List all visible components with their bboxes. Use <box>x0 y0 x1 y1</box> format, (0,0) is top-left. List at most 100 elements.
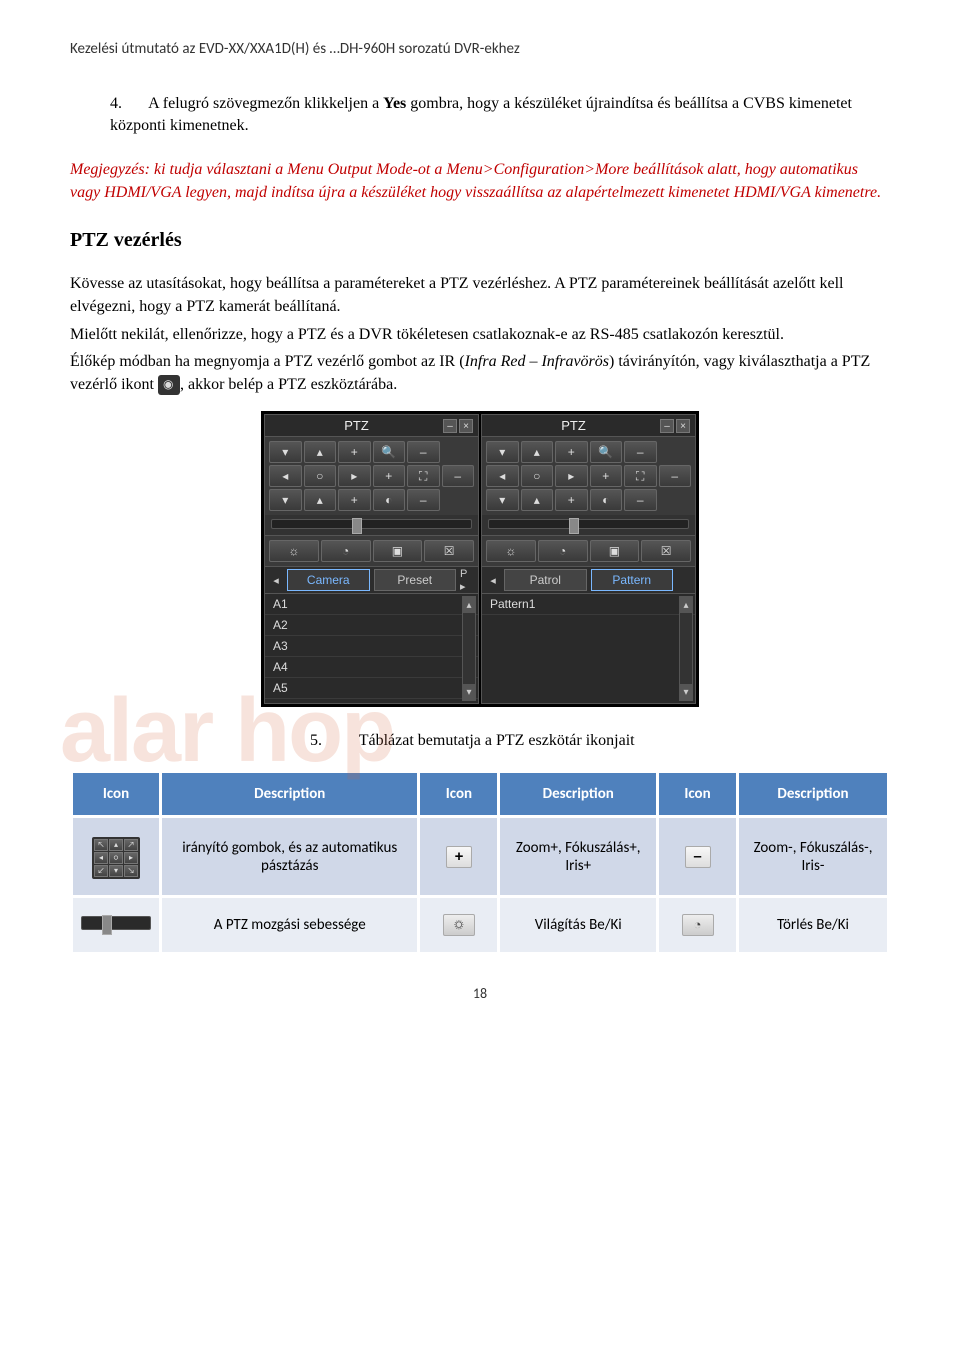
dpad-center[interactable]: ○ <box>521 465 554 487</box>
minus-icon: – <box>685 846 711 868</box>
para3-a: Élőkép módban ha megnyomja a PTZ vezérlő… <box>70 353 465 370</box>
dpad-btn[interactable]: ▴ <box>521 489 554 511</box>
desc-light: Világítás Be/Ki <box>499 897 658 954</box>
tab-camera[interactable]: Camera <box>287 569 370 591</box>
focus-icon[interactable]: ⛶ <box>624 465 657 487</box>
focus-plus[interactable]: + <box>373 465 406 487</box>
step-4-bold: Yes <box>383 95 406 112</box>
iris-plus[interactable]: + <box>555 489 588 511</box>
para3-italic: Infra Red – Infravörös <box>465 353 609 370</box>
iris-minus[interactable]: – <box>407 489 440 511</box>
focus-icon[interactable]: ⛶ <box>407 465 440 487</box>
light-icon[interactable]: ☼ <box>269 540 319 562</box>
scroll-up[interactable]: ▴ <box>463 597 475 613</box>
light-icon: ☼ <box>443 914 475 936</box>
dpad-btn[interactable]: ▴ <box>304 441 337 463</box>
iris-minus[interactable]: – <box>624 489 657 511</box>
plus-icon-cell: + <box>419 817 499 897</box>
dpad-icon-cell: ↖▴↗ ◂○▸ ↙▾↘ <box>72 817 161 897</box>
page-header: Kezelési útmutató az EVD-XX/XXA1D(H) és … <box>70 40 890 58</box>
close-button[interactable]: × <box>459 419 473 433</box>
tab-pattern[interactable]: Pattern <box>591 569 674 591</box>
speed-slider[interactable] <box>271 519 472 529</box>
tab-prev[interactable]: ◂ <box>269 569 283 591</box>
minus-icon-cell: – <box>658 817 738 897</box>
zoom-plus[interactable]: + <box>555 441 588 463</box>
th-desc: Description <box>499 772 658 817</box>
scroll-down[interactable]: ▾ <box>463 684 475 700</box>
wiper-icon[interactable]: ◔ <box>538 540 588 562</box>
ptz-title-left: PTZ <box>270 418 443 433</box>
iris-icon[interactable]: ◐ <box>373 489 406 511</box>
th-icon: Icon <box>72 772 161 817</box>
list-item[interactable]: A4 <box>265 657 478 678</box>
scroll-thumb[interactable] <box>463 613 475 684</box>
light-icon[interactable]: ☼ <box>486 540 536 562</box>
list-item[interactable]: A1 <box>265 594 478 615</box>
list-item[interactable]: Pattern1 <box>482 594 695 615</box>
icon-row-left: ☼ ◔ ▣ ☒ <box>265 535 478 566</box>
scrollbar[interactable]: ▴ ▾ <box>462 596 476 701</box>
ptz-heading: PTZ vezérlés <box>70 229 890 252</box>
aux1-icon[interactable]: ▣ <box>373 540 423 562</box>
minimize-button[interactable]: – <box>443 419 457 433</box>
aux1-icon[interactable]: ▣ <box>590 540 640 562</box>
tab-patrol[interactable]: Patrol <box>504 569 587 591</box>
iris-icon[interactable]: ◐ <box>590 489 623 511</box>
desc-dpad: irányító gombok, és az automatikus pászt… <box>161 817 419 897</box>
focus-minus[interactable]: – <box>442 465 475 487</box>
caption-number: 5. <box>310 732 355 750</box>
dpad-btn[interactable]: ▾ <box>486 489 519 511</box>
speed-slider[interactable] <box>488 519 689 529</box>
step-4: 4. A felugró szövegmezőn klikkeljen a Ye… <box>110 93 890 138</box>
light-icon-cell: ☼ <box>419 897 499 954</box>
dpad-btn[interactable]: ▴ <box>304 489 337 511</box>
dpad-btn[interactable]: ▾ <box>269 441 302 463</box>
scrollbar[interactable]: ▴ ▾ <box>679 596 693 701</box>
zoom-icon[interactable]: 🔍 <box>373 441 406 463</box>
zoom-plus[interactable]: + <box>338 441 371 463</box>
dpad-center[interactable]: ○ <box>304 465 337 487</box>
pattern-list: Pattern1 ▴ ▾ <box>482 593 695 703</box>
scroll-up[interactable]: ▴ <box>680 597 692 613</box>
iris-plus[interactable]: + <box>338 489 371 511</box>
tab-next[interactable]: P ▸ <box>460 569 474 591</box>
scroll-down[interactable]: ▾ <box>680 684 692 700</box>
zoom-icon[interactable]: 🔍 <box>590 441 623 463</box>
dpad-left[interactable]: ◂ <box>486 465 519 487</box>
list-item[interactable]: A3 <box>265 636 478 657</box>
dpad-right[interactable]: ▸ <box>338 465 371 487</box>
focus-minus[interactable]: – <box>659 465 692 487</box>
th-icon: Icon <box>419 772 499 817</box>
zoom-minus[interactable]: – <box>407 441 440 463</box>
wiper-icon[interactable]: ◔ <box>321 540 371 562</box>
zoom-minus[interactable]: – <box>624 441 657 463</box>
note-text: : ki tudja választani a Menu Output Mode… <box>70 161 881 201</box>
note-label: Megjegyzés <box>70 161 145 178</box>
close-button[interactable]: × <box>676 419 690 433</box>
tab-prev[interactable]: ◂ <box>486 569 500 591</box>
note-paragraph: Megjegyzés: ki tudja választani a Menu O… <box>70 158 890 204</box>
dpad-btn[interactable]: ▾ <box>486 441 519 463</box>
ptz-title-right: PTZ <box>487 418 660 433</box>
scroll-thumb[interactable] <box>680 613 692 684</box>
caption-text: Táblázat bemutatja a PTZ eszkötár ikonja… <box>359 732 635 749</box>
list-item[interactable]: A2 <box>265 615 478 636</box>
ptz-dpad-right: ▾ ▴ + 🔍 – ◂ ○ ▸ + ⛶ – ▾ ▴ + ◐ – <box>482 437 695 515</box>
speed-slider-row <box>265 515 478 535</box>
aux2-icon[interactable]: ☒ <box>641 540 691 562</box>
table-caption: 5. Táblázat bemutatja a PTZ eszkötár iko… <box>310 732 890 750</box>
focus-plus[interactable]: + <box>590 465 623 487</box>
aux2-icon[interactable]: ☒ <box>424 540 474 562</box>
page-number: 18 <box>70 985 890 1002</box>
desc-minus: Zoom-, Fókuszálás-, Iris- <box>738 817 889 897</box>
tab-preset[interactable]: Preset <box>374 569 457 591</box>
list-item[interactable]: A5 <box>265 678 478 699</box>
minimize-button[interactable]: – <box>660 419 674 433</box>
dpad-btn[interactable]: ▾ <box>269 489 302 511</box>
dpad-right[interactable]: ▸ <box>555 465 588 487</box>
dpad-btn[interactable]: ▴ <box>521 441 554 463</box>
wiper-icon-cell: ◔ <box>658 897 738 954</box>
desc-speed: A PTZ mozgási sebessége <box>161 897 419 954</box>
dpad-left[interactable]: ◂ <box>269 465 302 487</box>
